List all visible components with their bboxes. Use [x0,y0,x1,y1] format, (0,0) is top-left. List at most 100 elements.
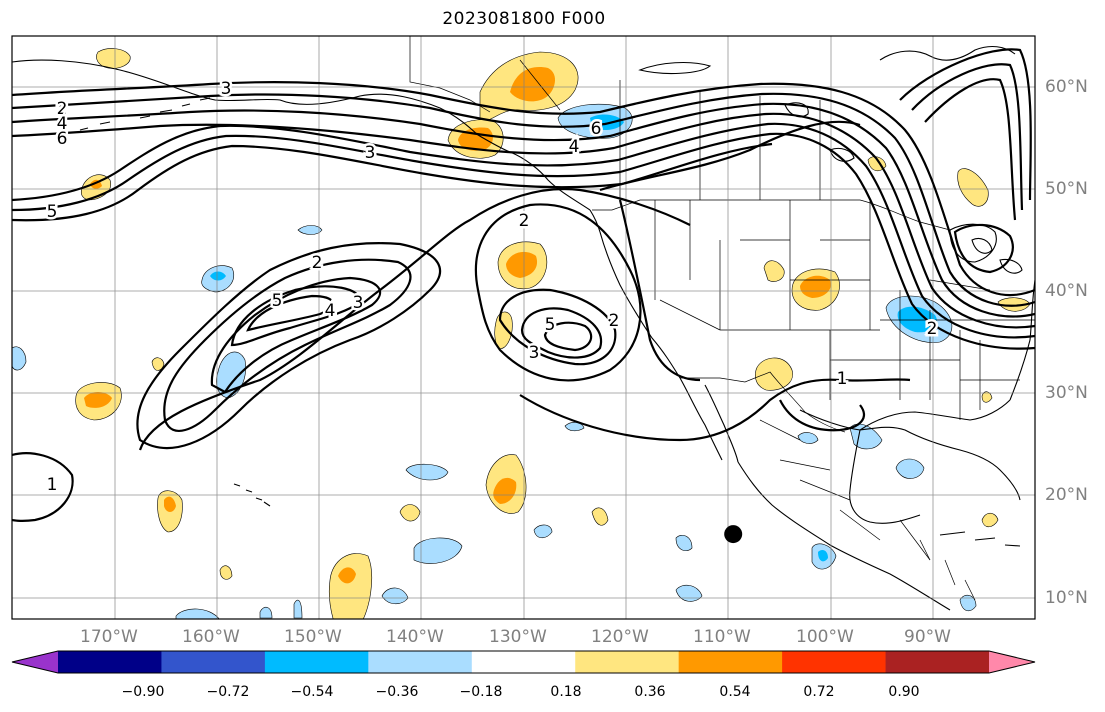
negative-anomaly-area [293,599,303,619]
colorbar-extend-min [12,651,58,673]
negative-anomaly-area [413,537,463,564]
colorbar-segment [368,651,473,673]
alaska-coastline [12,59,591,211]
contour-label: 3 [221,79,232,99]
positive-anomaly-core [164,496,176,512]
contour-label: 4 [57,114,68,134]
colorbar-segment [575,651,680,673]
contour-line [779,399,865,432]
contour-line [899,48,1032,221]
contour-line [12,452,74,522]
mexico-west-coastline [737,461,951,611]
canada-province-lines [519,59,821,200]
lat-label: 50°N [1045,179,1088,199]
contour-label: 5 [47,202,58,222]
lon-label: 130°W [489,627,547,647]
colorbar-tick-label: 0.72 [803,684,835,700]
contour-line [136,242,441,450]
positive-anomaly-core [493,477,517,504]
contour-labels: 2 4 6 3 3 5 2 2 5 4 3 5 3 2 6 4 2 1 1 [44,77,940,498]
negative-anomaly-core [210,271,226,281]
lon-label: 90°W [904,627,951,647]
contour-line [12,102,1035,318]
contour-label: 6 [591,119,602,139]
positive-anomaly-area [591,507,609,526]
contour-line [474,203,642,382]
contour-line [230,285,362,347]
positive-anomaly-core [84,392,112,408]
contour-line [12,122,1035,339]
mexico-state-lines [759,419,931,561]
contour-label: 2 [609,311,620,331]
colorbar-segment [782,651,887,673]
positive-anomaly-area [328,553,373,619]
lon-label: 160°W [182,627,240,647]
colorbar-tick-label: −0.72 [206,684,250,700]
map-title: 2023081800 F000 [442,9,606,29]
hudson-bay-coastline [879,45,1016,61]
aleutian-islands [79,97,211,131]
us-state-lines [654,200,1035,420]
colorbar-tick-label: 0.90 [888,684,920,700]
positive-anomaly-area [399,504,421,522]
negative-anomaly-area [259,606,273,619]
coastlines [12,45,1035,611]
contour-line [12,81,1035,297]
positive-anomaly-area [96,48,131,69]
contour-line [618,199,701,382]
contour-line [599,120,861,192]
positive-anomaly-area [755,357,793,391]
negative-anomaly-area [405,463,449,481]
caribbean-islands [939,531,1021,547]
contour-line [12,112,1035,329]
contour-label: 2 [519,211,530,231]
positive-anomaly-area [981,391,993,403]
negative-anomaly-area [12,346,27,371]
contour-line [520,307,603,359]
gulf-of-mexico-coastline [799,409,1021,524]
contour-line [519,378,911,442]
lon-label: 100°W [796,627,854,647]
colorbar-segment [58,651,162,673]
contour-line [12,132,1035,350]
negative-anomaly-area [675,584,703,602]
negative-anomaly-area [959,594,977,612]
contour-label: 2 [57,99,68,119]
positive-anomaly-core [338,567,356,584]
negative-anomaly-area [175,608,220,619]
lat-label: 40°N [1045,281,1088,301]
arctic-islands [638,62,855,162]
contour-line [246,294,334,332]
positive-anomaly-core [506,251,538,278]
positive-anomaly-area [151,357,165,371]
baja-california-coastline [679,377,739,463]
negative-anomaly-area [564,422,585,432]
colorbar-tick-label: −0.18 [459,684,503,700]
contour-label: 1 [837,369,848,389]
contour-label: 1 [47,475,58,495]
contour-label: 3 [365,143,376,163]
central-america-borders [919,539,976,601]
negative-anomaly-area [533,524,553,539]
negative-anomaly-core [897,306,938,333]
contour-line [543,321,593,352]
contour-line [953,223,1014,274]
contour-label: 5 [272,291,283,311]
map-frame [11,35,1036,620]
negative-anomaly-core [818,550,828,562]
lon-label: 110°W [693,627,751,647]
contour-lines [12,48,1035,522]
contour-label: 3 [353,293,364,313]
colorbar-segment [678,651,783,673]
positive-anomaly-area [763,260,785,282]
anomaly-shading [12,48,1031,619]
colorbar-tick-label: 0.36 [634,684,666,700]
colorbar-tick-label: −0.90 [121,684,165,700]
colorbar-extend-max [989,651,1035,673]
canada-west-coastline [589,209,601,233]
lon-label: 170°W [80,627,138,647]
colorbar-tick-label: −0.54 [290,684,334,700]
contour-label: 6 [57,129,68,149]
colorbar-tick-label: 0.54 [719,684,751,700]
contour-line [138,188,691,451]
